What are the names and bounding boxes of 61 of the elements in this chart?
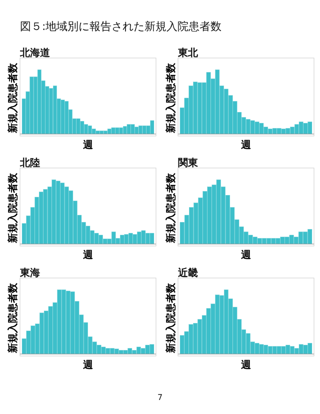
bar xyxy=(136,346,141,354)
bar xyxy=(38,192,44,244)
bar xyxy=(120,234,124,244)
bar xyxy=(130,124,135,134)
text: 7 xyxy=(157,393,163,402)
bar xyxy=(107,128,112,134)
y-axis-title: 新規入院患者数 xyxy=(7,172,19,244)
bar xyxy=(100,130,104,134)
bar xyxy=(134,126,139,134)
x-axis-title: 週 xyxy=(82,359,94,371)
bar xyxy=(298,344,304,354)
y-axis-title: 新規入院患者数 xyxy=(165,172,177,244)
bar xyxy=(298,122,304,134)
bar xyxy=(30,76,34,134)
x-axis-title: 週 xyxy=(82,249,94,261)
bar xyxy=(60,182,65,244)
bar xyxy=(37,70,42,134)
bar xyxy=(96,130,100,134)
y-axis-title: 新規入院患者数 xyxy=(165,282,177,354)
bar xyxy=(64,101,69,134)
bar xyxy=(119,127,123,134)
bar xyxy=(86,226,90,244)
bar xyxy=(60,100,65,134)
bar xyxy=(102,238,108,244)
x-axis-title: 週 xyxy=(240,249,252,261)
bar xyxy=(140,348,146,354)
chart-title: 北陸 xyxy=(19,157,40,169)
x-axis-title: 週 xyxy=(82,139,94,151)
chart-title: 関東 xyxy=(178,157,199,169)
bar xyxy=(115,127,120,134)
bar xyxy=(49,88,54,134)
bar xyxy=(53,86,57,134)
bar xyxy=(272,346,277,354)
bar xyxy=(92,128,96,134)
x-axis-title: 週 xyxy=(240,139,252,151)
bar xyxy=(126,124,131,134)
y-axis-title: 新規入院患者数 xyxy=(7,62,19,134)
chart-title: 近畿 xyxy=(177,267,198,279)
chart-title: 東海 xyxy=(19,267,40,279)
bar xyxy=(111,232,116,244)
bar xyxy=(84,124,88,134)
bar xyxy=(180,335,184,354)
bar xyxy=(141,230,146,244)
text: 図５:地域別に報告された新規入院患者数 xyxy=(20,20,222,33)
bar xyxy=(80,121,84,134)
bar xyxy=(114,348,119,354)
y-axis-title: 新規入院患者数 xyxy=(7,282,19,354)
bar xyxy=(68,190,74,244)
chart-title: 北海道 xyxy=(19,47,51,59)
bar xyxy=(132,234,138,244)
x-axis-title: 週 xyxy=(240,359,252,371)
bar xyxy=(111,127,116,134)
bar xyxy=(52,180,56,244)
chart-title: 東北 xyxy=(177,47,199,59)
bar xyxy=(150,120,154,134)
bar xyxy=(142,126,146,134)
bar xyxy=(124,234,129,244)
bar xyxy=(150,232,154,244)
y-axis-title: 新規入院患者数 xyxy=(165,62,177,134)
bar xyxy=(76,118,80,134)
bar xyxy=(94,232,99,244)
